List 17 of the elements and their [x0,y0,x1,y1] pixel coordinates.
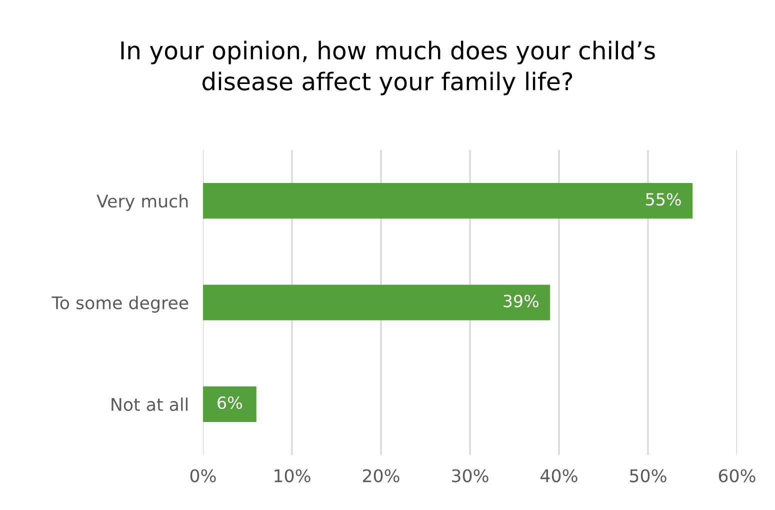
bar [203,284,550,320]
x-tick-label: 0% [190,469,216,482]
y-tick-label: To some degree [52,296,188,313]
chart-title: In your opinion, how much does your child’s disease affect your family life? [121,40,655,96]
bar [203,386,256,422]
x-tick-label: 50% [630,469,666,482]
y-tick-label: Not at all [112,398,188,412]
x-tick-label: 30% [452,469,488,482]
x-tick-label: 40% [540,469,578,482]
data-label: 39% [504,294,538,308]
data-label: 55% [646,193,681,206]
x-tick-label: 60% [718,469,756,482]
y-tick-label: Very much [96,194,188,212]
x-tick-label: 20% [362,469,400,482]
x-tick-label: 10% [274,469,310,482]
bar [203,183,692,219]
data-label: 6% [218,396,242,410]
